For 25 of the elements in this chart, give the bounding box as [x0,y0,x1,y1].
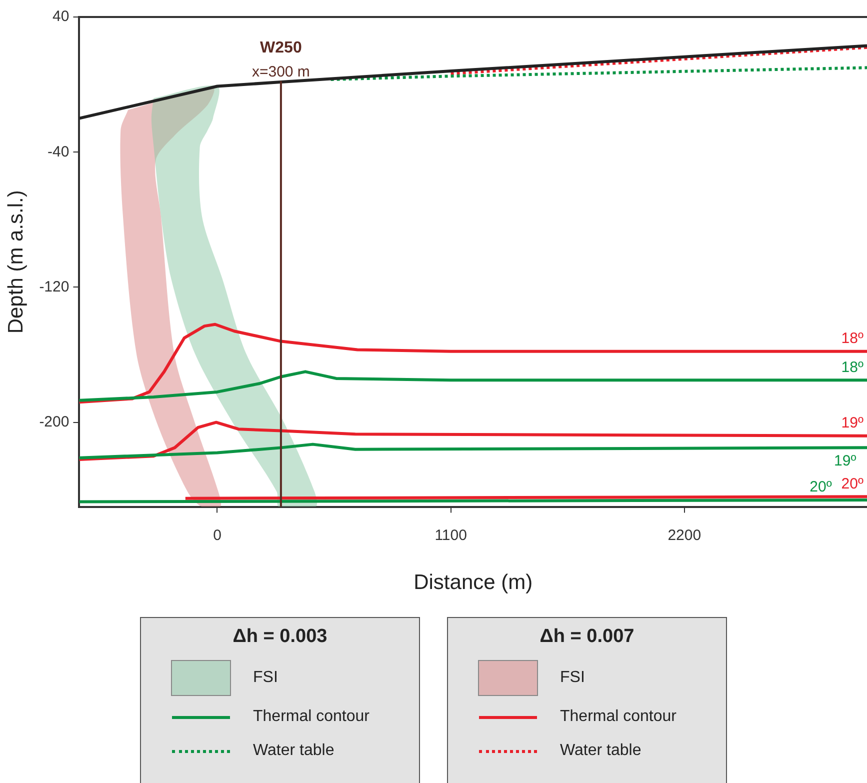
annotation: 18º [841,330,864,348]
annotation: 20º [841,475,864,492]
annotation: 19º [841,414,864,432]
x-axis-title: Distance (m) [414,571,533,594]
x-tick-label: 0 [213,526,222,544]
legend-label: Thermal contour [253,708,370,726]
y-tick-label: -200 [39,413,70,430]
annotation: 20º [810,478,832,496]
ref-line-label: W250 [260,39,302,56]
text: Δh = 0.003 [232,626,328,648]
legend-label: Thermal contour [560,708,676,726]
annotation: 18º [841,358,864,376]
annotation: x=300 m [252,64,310,81]
annotation: 19º [834,452,857,470]
y-tick-label: 40 [52,8,70,26]
legend-label: FSI [560,669,585,687]
text: Δh = 0.007 [538,626,636,648]
y-axis-title: Depth (m a.s.l.) [4,190,28,334]
y-tick-label: -120 [39,278,70,296]
legend-label: Water table [560,742,642,760]
y-tick-label: -40 [48,143,70,160]
legend-label: FSI [253,669,278,687]
x-tick-label: 2200 [668,526,702,544]
x-tick-label: 1100 [434,526,467,544]
legend-label: Water table [253,742,334,760]
